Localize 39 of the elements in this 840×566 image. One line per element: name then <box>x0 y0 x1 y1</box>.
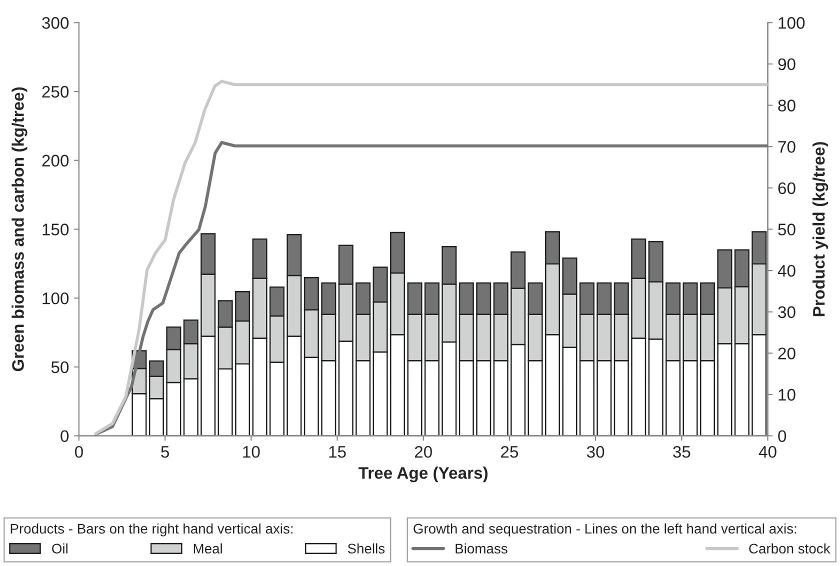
y2-tick-label: 40 <box>778 264 796 277</box>
y-tick-label: 150 <box>42 224 69 236</box>
y2-tick-label: 50 <box>778 224 796 236</box>
y2-axis-title: Product yield (kg/tree) <box>812 142 828 316</box>
y2-tick-label: 20 <box>778 348 796 360</box>
y-tick-label: 300 <box>42 17 69 29</box>
text: Growth and sequestration - Lines on the left hand vertical axis: <box>414 523 796 536</box>
x-tick-label: 15 <box>329 446 346 458</box>
y-tick-label: 0 <box>60 430 69 442</box>
y2-tick-label: 100 <box>778 17 805 29</box>
legend-label: Meal <box>194 543 222 554</box>
y2-tick-label: 90 <box>778 58 796 70</box>
text: Products - Bars on the right hand vertical axis: <box>10 523 293 536</box>
x-tick-label: 20 <box>414 446 432 458</box>
y2-tick-label: 0 <box>778 430 786 442</box>
x-tick-label: 0 <box>74 446 83 458</box>
legend-label: Shells <box>348 543 385 554</box>
legend-label: Carbon stock <box>749 543 830 554</box>
y2-tick-label: 80 <box>778 100 796 112</box>
x-tick-label: 40 <box>758 446 776 458</box>
y2-tick-label: 30 <box>778 306 796 318</box>
legend-label: Oil <box>52 543 68 554</box>
x-axis-title: Tree Age (Years) <box>358 466 488 482</box>
y-tick-label: 200 <box>42 154 69 167</box>
x-tick-label: 10 <box>243 446 260 458</box>
y-axis-title: Green biomass and carbon (kg/tree) <box>12 87 28 372</box>
line-series <box>94 80 768 436</box>
x-tick-label: 25 <box>501 446 518 458</box>
y2-tick-label: 60 <box>778 182 796 194</box>
y-tick-label: 250 <box>42 86 69 98</box>
y-tick-label: 100 <box>42 292 69 304</box>
y2-tick-label: 70 <box>778 140 796 153</box>
line-series <box>94 140 768 436</box>
y-tick-label: 50 <box>51 361 69 374</box>
x-tick-label: 5 <box>161 446 169 458</box>
legend-label: Biomass <box>456 543 508 554</box>
x-tick-label: 35 <box>673 446 690 458</box>
x-tick-label: 30 <box>586 446 604 458</box>
y2-tick-label: 10 <box>778 388 796 401</box>
